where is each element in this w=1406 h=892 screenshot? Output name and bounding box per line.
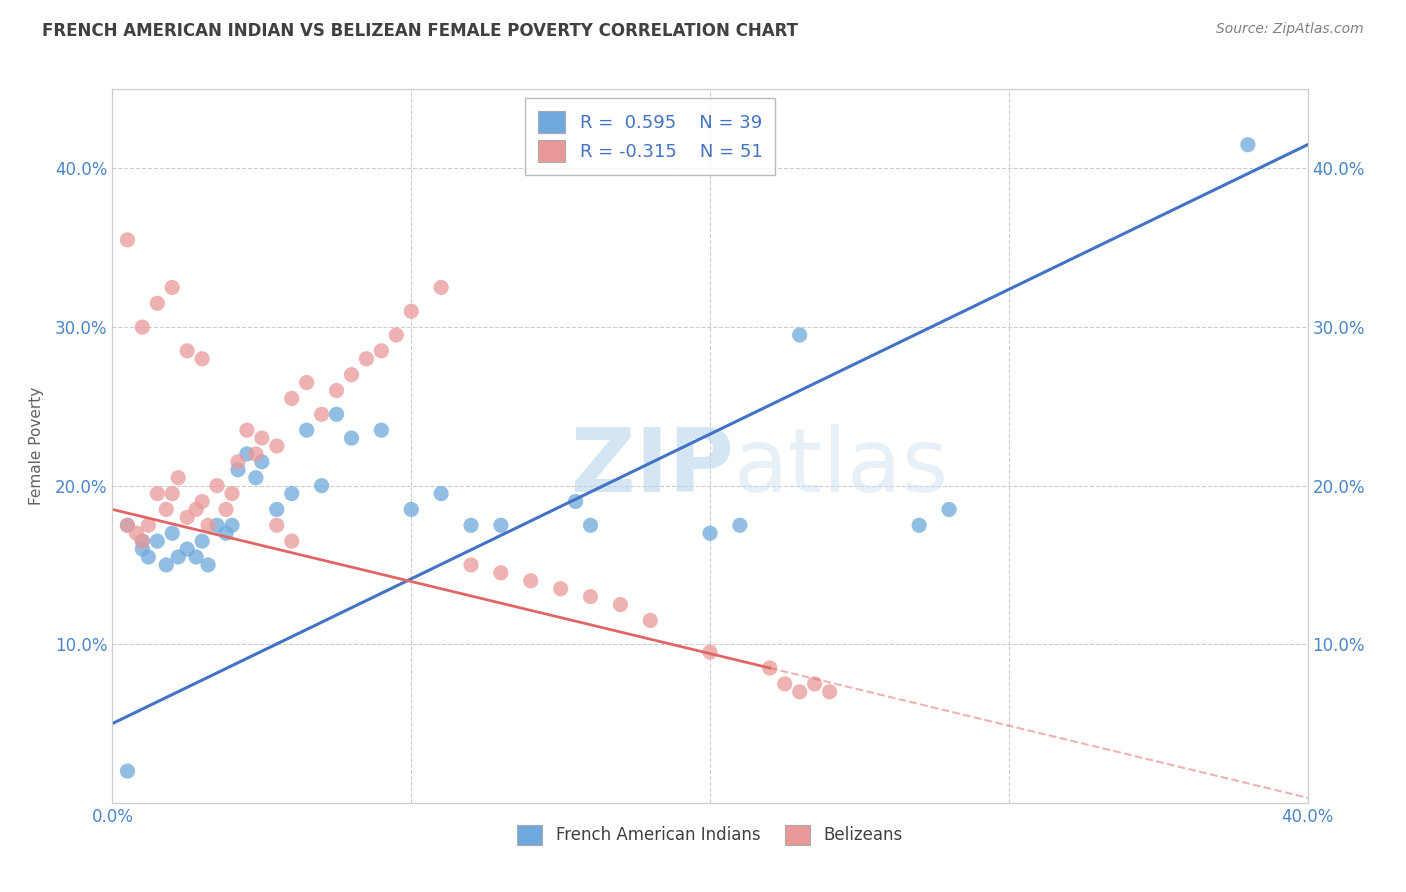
Point — [221, 518, 243, 533]
Point — [1237, 137, 1260, 152]
Point — [938, 502, 960, 516]
Point — [489, 566, 512, 580]
Point — [236, 447, 259, 461]
Point — [789, 685, 811, 699]
Legend: French American Indians, Belizeans: French American Indians, Belizeans — [510, 818, 910, 852]
Point — [131, 534, 153, 549]
Point — [789, 328, 811, 343]
Point — [699, 526, 721, 541]
Point — [117, 233, 139, 247]
Point — [146, 486, 169, 500]
Point — [266, 518, 288, 533]
Point — [205, 478, 228, 492]
Point — [266, 439, 288, 453]
Point — [340, 431, 363, 445]
Point — [245, 447, 267, 461]
Point — [236, 423, 259, 437]
Point — [385, 328, 408, 343]
Point — [908, 518, 931, 533]
Point — [205, 518, 228, 533]
Point — [356, 351, 378, 366]
Point — [155, 502, 177, 516]
Point — [221, 486, 243, 500]
Point — [131, 542, 153, 557]
Point — [176, 343, 198, 358]
Point — [460, 518, 482, 533]
Point — [117, 764, 139, 778]
Text: atlas: atlas — [734, 424, 949, 511]
Text: ZIP: ZIP — [571, 424, 734, 511]
Point — [167, 549, 190, 564]
Point — [295, 376, 318, 390]
Point — [281, 486, 304, 500]
Point — [460, 558, 482, 572]
Point — [146, 534, 169, 549]
Point — [818, 685, 841, 699]
Point — [281, 534, 304, 549]
Point — [401, 304, 423, 318]
Point — [197, 518, 219, 533]
Point — [138, 518, 160, 533]
Point — [191, 534, 214, 549]
Point — [579, 590, 602, 604]
Text: FRENCH AMERICAN INDIAN VS BELIZEAN FEMALE POVERTY CORRELATION CHART: FRENCH AMERICAN INDIAN VS BELIZEAN FEMAL… — [42, 22, 799, 40]
Point — [311, 407, 333, 421]
Point — [125, 526, 148, 541]
Point — [131, 320, 153, 334]
Point — [520, 574, 543, 588]
Point — [803, 677, 825, 691]
Point — [176, 542, 198, 557]
Point — [191, 351, 214, 366]
Point — [162, 280, 183, 294]
Point — [325, 407, 347, 421]
Y-axis label: Female Poverty: Female Poverty — [30, 387, 44, 505]
Point — [146, 296, 169, 310]
Point — [155, 558, 177, 572]
Point — [266, 502, 288, 516]
Point — [138, 549, 160, 564]
Point — [186, 549, 208, 564]
Point — [311, 478, 333, 492]
Point — [186, 502, 208, 516]
Point — [215, 502, 238, 516]
Text: Source: ZipAtlas.com: Source: ZipAtlas.com — [1216, 22, 1364, 37]
Point — [640, 614, 662, 628]
Point — [728, 518, 751, 533]
Point — [215, 526, 238, 541]
Point — [245, 471, 267, 485]
Point — [401, 502, 423, 516]
Point — [430, 486, 453, 500]
Point — [176, 510, 198, 524]
Point — [197, 558, 219, 572]
Point — [564, 494, 586, 508]
Point — [250, 455, 273, 469]
Point — [226, 455, 249, 469]
Point — [167, 471, 190, 485]
Point — [162, 486, 183, 500]
Point — [773, 677, 796, 691]
Point — [226, 463, 249, 477]
Point — [191, 494, 214, 508]
Point — [117, 518, 139, 533]
Point — [609, 598, 631, 612]
Point — [325, 384, 347, 398]
Point — [117, 518, 139, 533]
Point — [131, 534, 153, 549]
Point — [295, 423, 318, 437]
Point — [162, 526, 183, 541]
Point — [430, 280, 453, 294]
Point — [370, 423, 392, 437]
Point — [281, 392, 304, 406]
Point — [250, 431, 273, 445]
Point — [550, 582, 572, 596]
Point — [489, 518, 512, 533]
Point — [370, 343, 392, 358]
Point — [579, 518, 602, 533]
Point — [699, 645, 721, 659]
Point — [340, 368, 363, 382]
Point — [759, 661, 782, 675]
